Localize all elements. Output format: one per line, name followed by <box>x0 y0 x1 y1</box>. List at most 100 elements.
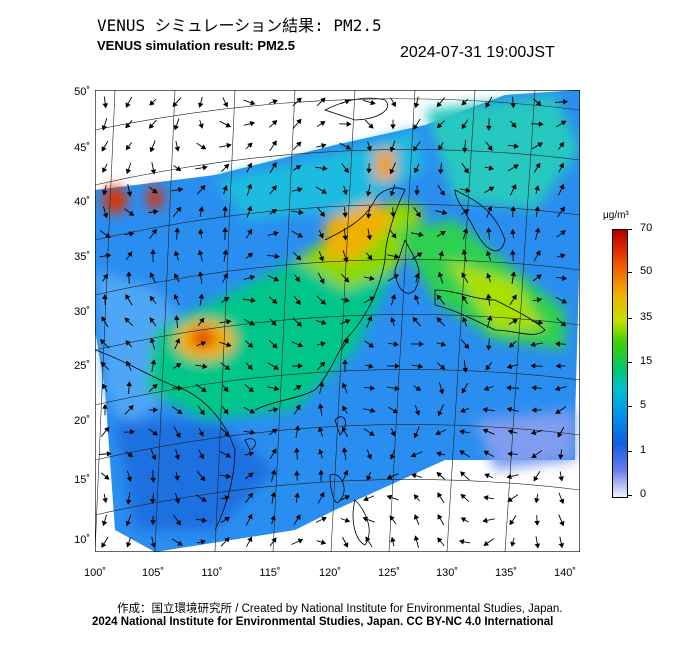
wind-arrow-head <box>224 516 230 522</box>
wind-arrow-head <box>321 188 327 194</box>
wind-arrow-head <box>389 190 396 197</box>
wind-arrow-head <box>393 274 399 280</box>
wind-arrow-head <box>106 253 112 259</box>
wind-arrow-head <box>530 429 537 436</box>
wind-arrow-head <box>295 299 301 306</box>
wind-arrow-head <box>368 363 374 369</box>
wind-arrow-head <box>149 295 155 302</box>
wind-arrow-head <box>199 409 205 416</box>
wind-arrow-head <box>507 451 513 457</box>
wind-arrow-head <box>459 429 465 435</box>
wind-arrow-head <box>271 140 277 147</box>
wind-arrow-head <box>462 367 469 373</box>
wind-arrow-head <box>483 450 490 456</box>
wind-arrow-head <box>562 99 568 105</box>
wind-arrow-head <box>174 273 180 279</box>
wind-arrow-head <box>297 187 303 193</box>
wind-arrow-head <box>100 361 107 368</box>
wind-arrow-head <box>413 514 420 520</box>
wind-arrow-head <box>174 146 180 152</box>
wind-arrow-head <box>225 122 232 128</box>
wind-arrow-head <box>415 385 422 391</box>
wind-arrow-head <box>297 232 303 238</box>
wind-arrow-head <box>436 451 442 457</box>
wind-arrow-head <box>102 167 108 173</box>
wind-arrow-head <box>390 124 396 130</box>
wind-arrow-head <box>295 404 301 411</box>
wind-arrow-head <box>343 542 349 548</box>
wind-arrow-head <box>345 318 351 325</box>
wind-arrow-head <box>174 227 180 233</box>
wind-arrow-head <box>172 101 178 108</box>
wind-arrow-head <box>413 432 419 439</box>
wind-arrow-head <box>294 276 300 283</box>
wind-arrow-head <box>365 536 371 543</box>
latitude-label: 40˚ <box>74 196 90 208</box>
wind-arrow-head <box>175 432 181 438</box>
wind-arrow-head <box>101 520 108 527</box>
wind-arrow-head <box>125 102 131 108</box>
wind-arrow-head <box>438 144 444 151</box>
wind-arrow-head <box>226 142 232 149</box>
wind-arrow-head <box>149 272 155 278</box>
wind-arrow-head <box>535 250 541 256</box>
wind-arrow-head <box>248 386 254 393</box>
wind-arrow-head <box>533 475 539 482</box>
wind-arrow-head <box>537 319 544 326</box>
wind-arrow-head <box>342 235 348 241</box>
wind-arrow-head <box>174 315 180 321</box>
wind-arrow-head <box>558 162 564 169</box>
wind-arrow-head <box>561 298 568 304</box>
wind-arrow-head <box>319 278 325 285</box>
wind-arrow-head <box>389 454 396 460</box>
wind-arrow-head <box>436 472 442 478</box>
wind-arrow-head <box>295 165 302 171</box>
wind-arrow-head <box>223 296 230 302</box>
colorbar-label: 0 <box>640 488 647 500</box>
wind-arrow-head <box>126 541 132 548</box>
wind-arrow-head <box>294 470 300 476</box>
wind-arrow-head <box>271 185 277 191</box>
wind-arrow-head <box>319 121 326 127</box>
wind-arrow-head <box>362 516 369 522</box>
wind-arrow-head <box>273 364 279 370</box>
wind-arrow-head <box>126 381 132 387</box>
wind-arrow-head <box>486 345 492 351</box>
wind-arrow-head <box>389 515 395 521</box>
wind-arrow-head <box>271 162 277 168</box>
wind-arrow-head <box>318 381 325 387</box>
wind-arrow-head <box>150 520 156 526</box>
wind-arrow-head <box>462 147 468 153</box>
wind-arrow-head <box>460 471 466 477</box>
wind-arrow-head <box>101 125 108 131</box>
map-title-japanese: VENUS シミュレーション結果: PM2.5 <box>97 16 382 35</box>
wind-arrow-head <box>485 102 491 108</box>
wind-arrow-head <box>561 275 568 281</box>
wind-arrow-head <box>559 498 565 505</box>
wind-arrow-head <box>223 408 229 415</box>
wind-arrow-head <box>534 520 540 526</box>
wind-arrow-head <box>512 319 519 325</box>
wind-arrow-head <box>368 123 374 129</box>
wind-arrow-head <box>150 498 156 504</box>
wind-arrow-head <box>509 519 515 526</box>
wind-arrow-head <box>249 408 256 414</box>
wind-arrow-head <box>365 191 372 197</box>
wind-arrow-head <box>413 535 420 541</box>
wind-arrow-head <box>178 187 184 193</box>
wind-arrow-head <box>414 167 420 174</box>
wind-arrow-head <box>414 190 420 196</box>
wind-arrow-head <box>296 321 302 327</box>
wind-arrow-head <box>272 343 278 349</box>
wind-arrow-head <box>247 205 253 212</box>
wind-arrow-head <box>560 253 566 259</box>
wind-arrow-head <box>318 469 324 475</box>
wind-arrow-head <box>102 212 109 219</box>
wind-arrow-head <box>322 165 328 171</box>
wind-arrow-head <box>508 342 515 348</box>
wind-arrow-head <box>436 294 442 301</box>
wind-arrow-head <box>126 191 133 197</box>
wind-arrow-head <box>391 232 397 239</box>
wind-arrow-head <box>513 164 519 170</box>
wind-arrow-head <box>104 426 110 433</box>
